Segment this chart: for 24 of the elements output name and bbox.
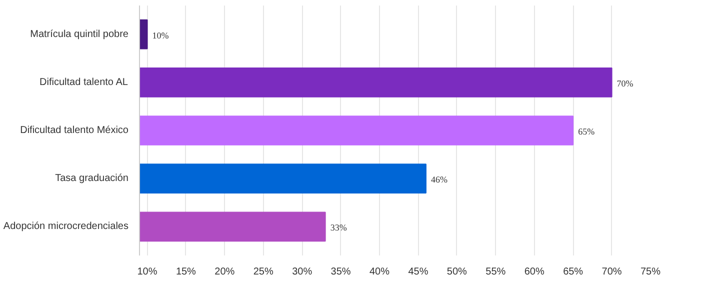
data-label: 33% <box>330 222 348 233</box>
x-tick-label: 45% <box>408 266 428 278</box>
x-tick-label: 55% <box>486 266 506 278</box>
y-tick-label: Adopción microcredenciales <box>3 221 129 232</box>
x-tick-label: 30% <box>292 266 312 278</box>
x-tick-label: 60% <box>524 266 544 278</box>
x-tick-label: 20% <box>214 266 235 278</box>
x-tick-label: 15% <box>176 266 196 278</box>
data-label: 10% <box>152 30 170 40</box>
data-label: 46% <box>430 174 448 185</box>
x-tick-label: 25% <box>253 266 274 278</box>
data-label: 70% <box>616 78 634 88</box>
x-tick-label: 50% <box>446 266 468 278</box>
data-label: 65% <box>578 126 596 136</box>
y-tick-label: Dificultad talento AL <box>40 76 128 88</box>
x-tick-label: 40% <box>370 266 390 278</box>
y-tick-label: Tasa graduación <box>55 173 129 184</box>
x-tick-label: 65% <box>563 266 584 278</box>
y-tick-label: Dificultad talento México <box>20 125 129 136</box>
y-tick-label: Matrícula quintil pobre <box>30 28 129 40</box>
x-tick-label: 10% <box>137 266 158 278</box>
x-tick-label: 75% <box>640 266 661 278</box>
x-tick-label: 35% <box>330 266 351 278</box>
x-tick-label: 70% <box>602 266 622 278</box>
